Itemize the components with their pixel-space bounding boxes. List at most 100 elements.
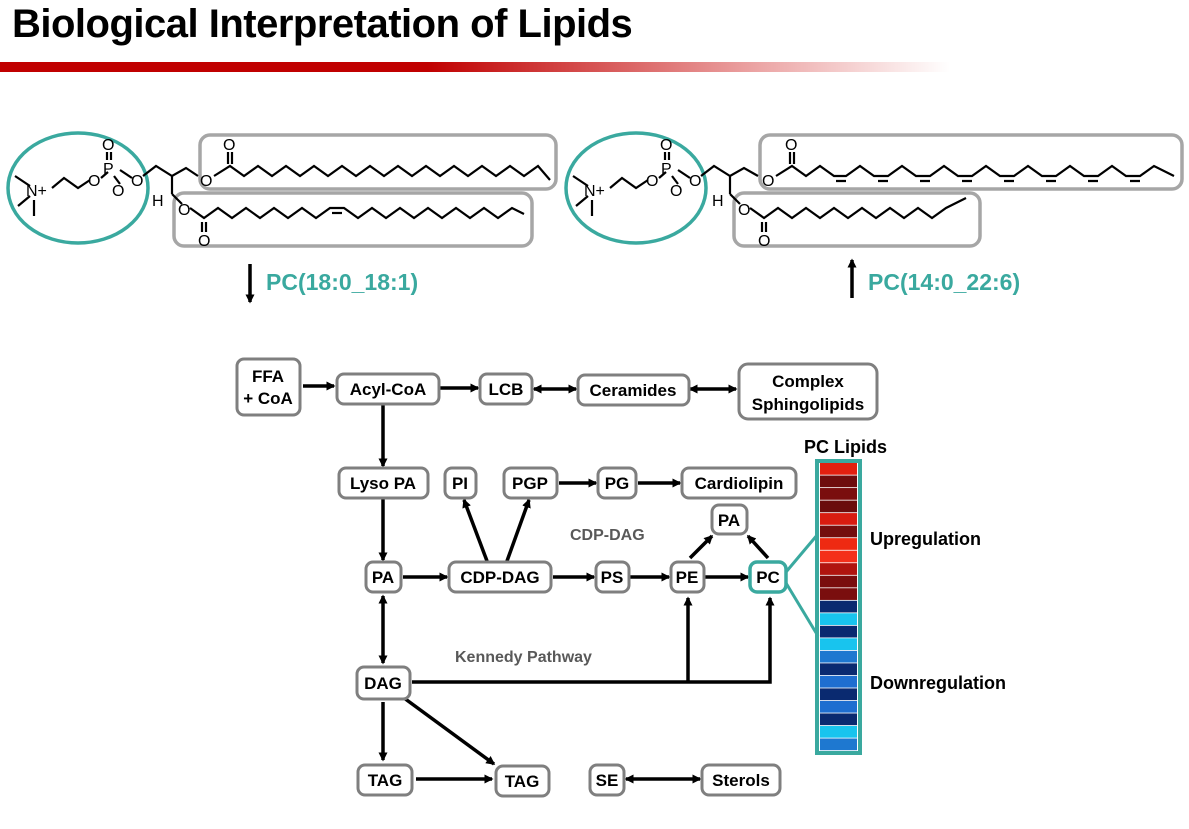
node-coa-label: + CoA: [243, 389, 293, 408]
atom-o-left-2: O: [102, 137, 114, 154]
molecule-left: N+ O P O O O H O O O O: [6, 131, 558, 250]
heatmap-cell: [820, 538, 857, 550]
atom-o-left-6: O: [178, 202, 190, 219]
heatmap-cell: [820, 488, 857, 500]
heatmap-frame: [815, 459, 862, 755]
node-sterols-label: Sterols: [712, 771, 770, 790]
atom-o-left-4: O: [131, 173, 143, 190]
node-ffa-label: FFA: [252, 367, 284, 386]
heatmap-title: PC Lipids: [804, 437, 887, 457]
node-pa-top: PA: [710, 503, 749, 536]
atom-o-left-8: O: [198, 233, 210, 250]
node-lcb-label: LCB: [489, 380, 524, 399]
atom-p-right: P: [661, 161, 672, 178]
headgroup-highlight-right: [564, 131, 708, 245]
node-pe-label: PE: [676, 568, 699, 587]
atom-o-left-1: O: [88, 173, 100, 190]
node-pi: PI: [443, 466, 478, 500]
pathway-arrows: [303, 381, 775, 784]
heatmap-cell: [820, 713, 857, 726]
atom-n-left: N+: [26, 183, 47, 200]
node-pa-label: PA: [372, 568, 394, 587]
node-pc: PC: [748, 560, 788, 594]
atom-p-left: P: [103, 161, 114, 178]
node-se-label: SE: [596, 771, 619, 790]
node-pe: PE: [669, 560, 706, 594]
heatmap-cell: [820, 688, 857, 701]
node-pc-label: PC: [756, 568, 780, 587]
node-acyl-coa-label: Acyl-CoA: [350, 380, 427, 399]
node-ceramides-label: Ceramides: [590, 381, 677, 400]
node-lyso-pa: Lyso PA: [337, 466, 430, 500]
node-tag-1: TAG: [356, 763, 414, 797]
atom-o-right-5: O: [762, 173, 774, 190]
atom-o-right-8: O: [758, 233, 770, 250]
node-pa: PA: [364, 560, 403, 594]
pc-18-0-18-1-label: PC(18:0_18:1): [266, 269, 418, 295]
node-tag-1-label: TAG: [368, 771, 403, 790]
downregulation-label: Downregulation: [870, 673, 1006, 693]
node-cardiolipin-label: Cardiolipin: [695, 474, 784, 493]
atom-o-right-7: O: [785, 137, 797, 154]
atom-o-right-4: O: [689, 173, 701, 190]
heatmap-cells: [820, 463, 857, 751]
heatmap-cell: [820, 563, 857, 575]
node-tag-2: TAG: [494, 764, 551, 798]
chain-box-left-top: [198, 133, 558, 191]
atom-h-right: H: [712, 193, 724, 210]
node-tag-2-label: TAG: [505, 772, 540, 791]
node-ps-label: PS: [601, 568, 624, 587]
node-cdp-dag-label: CDP-DAG: [460, 568, 539, 587]
heatmap-cell: [820, 525, 857, 538]
heatmap-cell: [820, 550, 857, 563]
node-pgp-label: PGP: [512, 474, 548, 493]
atom-o-right-2: O: [660, 137, 672, 154]
chain-box-left-bottom: [172, 191, 534, 248]
heatmap-cell: [820, 700, 857, 713]
node-ps: PS: [594, 560, 631, 594]
atom-o-right-3: O: [670, 183, 682, 200]
heatmap-cell: [820, 638, 857, 651]
atom-o-left-3: O: [112, 183, 124, 200]
heatmap-cell: [820, 663, 857, 676]
title-underline: [0, 62, 950, 72]
heatmap-cell: [820, 475, 857, 488]
node-cdp-dag: CDP-DAG: [447, 560, 553, 594]
node-pg-label: PG: [605, 474, 630, 493]
node-acyl-coa: Acyl-CoA: [335, 372, 441, 406]
chain-box-right-top: [758, 133, 1184, 191]
slide-title: Biological Interpretation of Lipids: [12, 2, 633, 46]
heatmap-cell: [820, 725, 857, 738]
heatmap-cell: [820, 675, 857, 688]
node-dag: DAG: [355, 665, 412, 701]
heatmap-cell: [820, 613, 857, 625]
atom-o-right-1: O: [646, 173, 658, 190]
node-se: SE: [588, 763, 626, 797]
atom-n-right: N+: [584, 183, 605, 200]
node-pa-top-label: PA: [718, 511, 740, 530]
node-pg: PG: [596, 466, 638, 500]
upregulation-label: Upregulation: [870, 529, 981, 549]
node-cardiolipin: Cardiolipin: [680, 466, 798, 500]
heatmap-cell: [820, 513, 857, 525]
node-lyso-pa-label: Lyso PA: [350, 474, 416, 493]
cdp-dag-route-label: CDP-DAG: [570, 527, 645, 544]
atom-o-left-5: O: [200, 173, 212, 190]
node-dag-label: DAG: [364, 674, 402, 693]
heatmap-cell: [820, 463, 857, 475]
heatmap-cell: [820, 500, 857, 513]
heatmap-cell: [820, 588, 857, 600]
heatmap-connector-top: [784, 533, 820, 573]
heatmap-cell: [820, 625, 857, 638]
atom-o-left-7: O: [223, 137, 235, 154]
node-complex-label: Complex: [772, 372, 844, 391]
atom-h-left: H: [152, 193, 164, 210]
atom-o-right-6: O: [738, 202, 750, 219]
heatmap-cell: [820, 738, 857, 751]
node-lcb: LCB: [478, 372, 534, 406]
kennedy-pathway-label: Kennedy Pathway: [455, 649, 592, 666]
node-ffa-coa: FFA + CoA: [235, 357, 302, 417]
chain-box-right-bottom: [732, 191, 982, 248]
node-ceramides: Ceramides: [576, 373, 691, 407]
